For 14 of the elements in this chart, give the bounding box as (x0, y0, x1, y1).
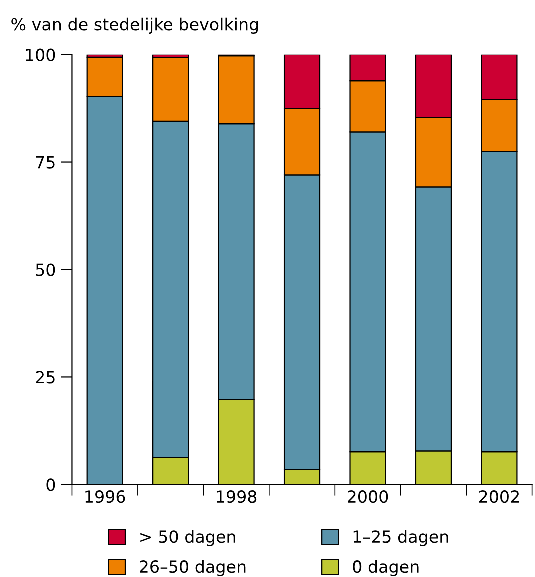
y-tick-label: 75 (36, 156, 55, 169)
legend-label: 0 dagen (353, 560, 419, 576)
y-tick-label: 50 (36, 264, 56, 276)
legend-label: > 50 dagen (140, 530, 236, 546)
y-tick-label: 100 (26, 48, 56, 62)
x-tick-label: 1996 (86, 490, 126, 504)
x-tick-label: 2002 (479, 490, 519, 504)
legend-label: 26–50 dagen (140, 560, 246, 576)
x-tick-label: 2000 (348, 490, 388, 504)
y-tick-label: 25 (36, 371, 55, 384)
y-tick-label: 0 (46, 478, 56, 492)
legend-label: 1–25 dagen (354, 530, 448, 546)
y-axis-title: % van de stedelijke bevolking (12, 18, 258, 34)
x-tick-label: 1998 (217, 490, 257, 504)
